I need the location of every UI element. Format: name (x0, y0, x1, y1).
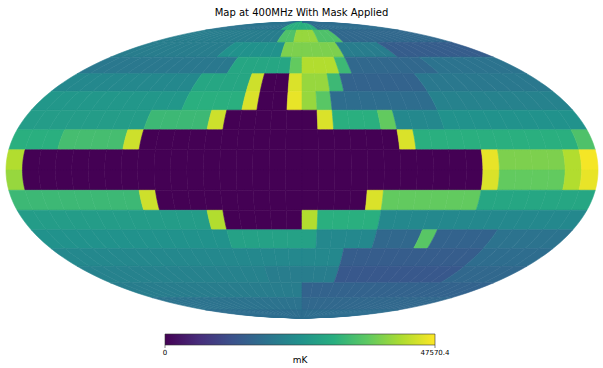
svg-text:0: 0 (163, 349, 167, 357)
svg-text:Map at 400MHz With Mask Applie: Map at 400MHz With Mask Applied (215, 7, 389, 18)
svg-text:mK: mK (293, 355, 309, 365)
svg-text:47570.4: 47570.4 (421, 349, 450, 357)
